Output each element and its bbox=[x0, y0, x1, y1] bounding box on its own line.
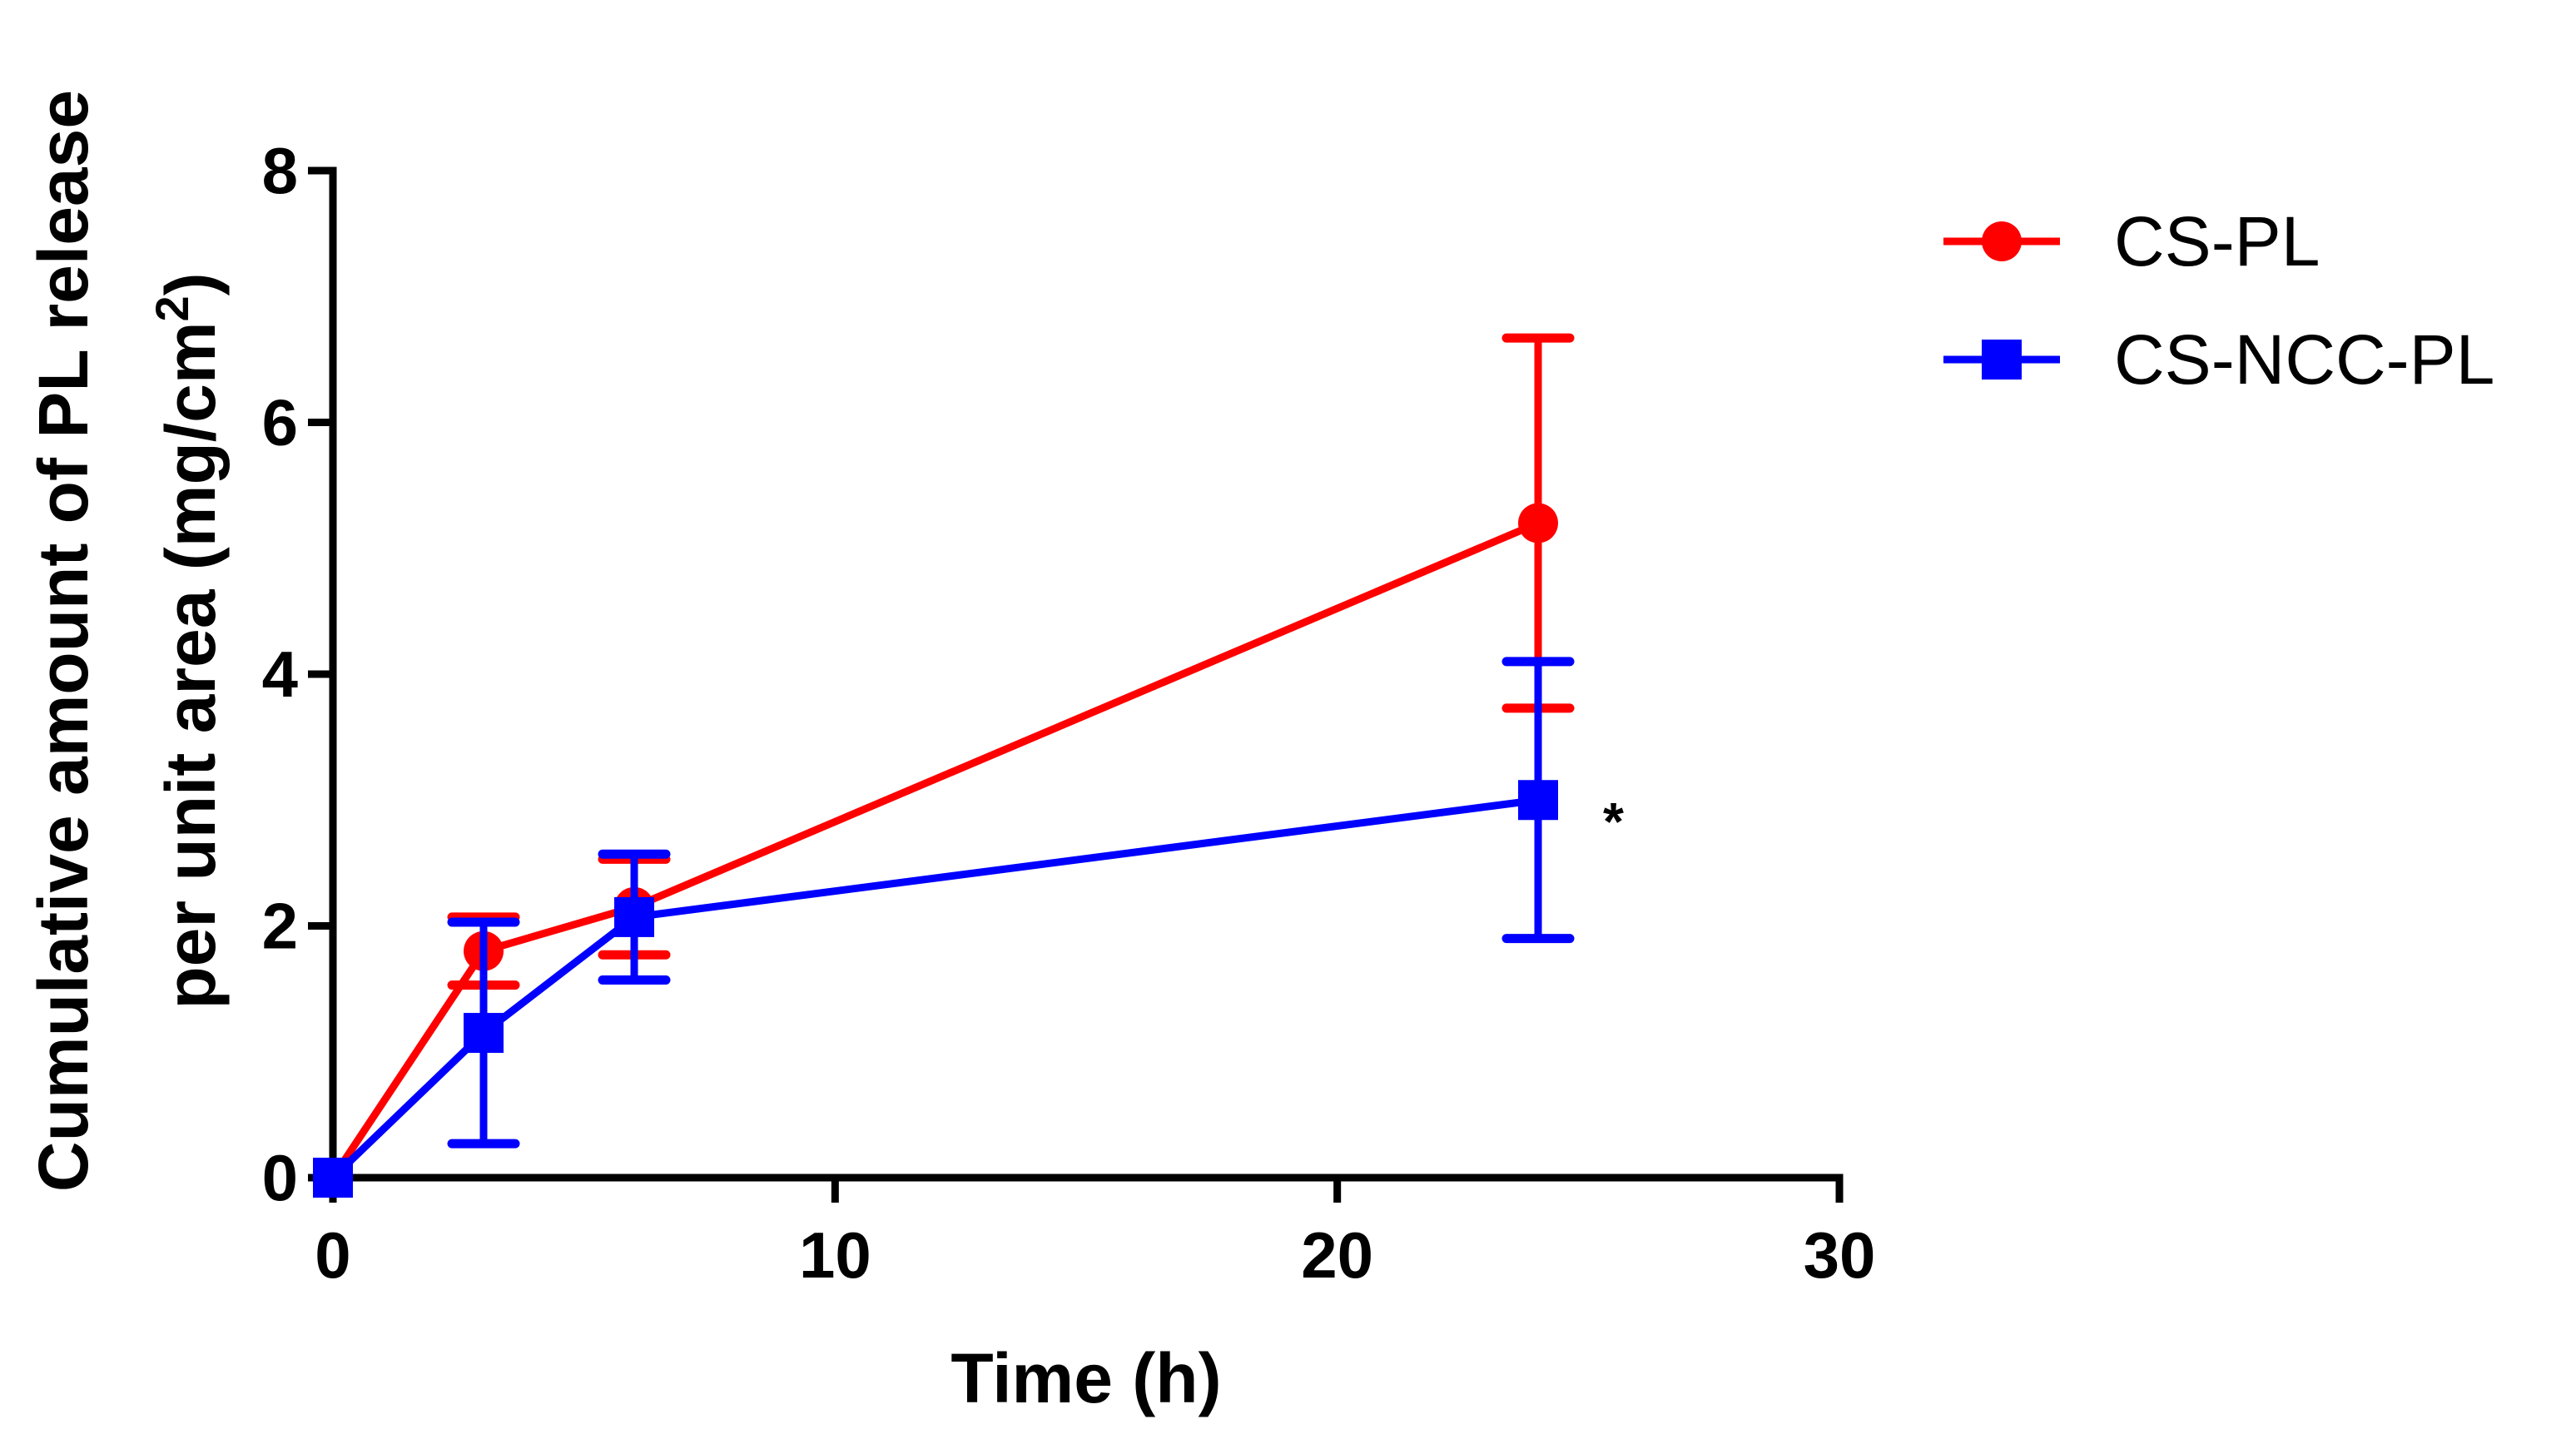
legend-marker bbox=[1982, 221, 2022, 261]
series-cs-ncc-pl bbox=[313, 657, 1575, 1198]
annotations: * bbox=[1603, 791, 1624, 851]
data-point bbox=[1518, 503, 1558, 543]
data-point bbox=[464, 1013, 504, 1054]
y-axis-ticks: 0 2 4 6 8 bbox=[262, 134, 333, 1214]
series-cs-pl bbox=[313, 333, 1575, 1198]
axes: 0 2 4 6 8 0 10 20 30 bbox=[262, 134, 1876, 1292]
y-tick-label: 4 bbox=[262, 638, 298, 711]
y-tick-label: 0 bbox=[262, 1141, 298, 1214]
x-axis-ticks: 0 10 20 30 bbox=[315, 1178, 1875, 1292]
legend: CS-PL CS-NCC-PL bbox=[1943, 202, 2494, 399]
legend-item: CS-PL bbox=[1943, 202, 2320, 280]
y-axis-title-superscript: 2 bbox=[146, 295, 198, 321]
y-tick-label: 2 bbox=[262, 890, 298, 963]
x-tick-label: 10 bbox=[799, 1218, 871, 1292]
y-tick-label: 6 bbox=[262, 386, 298, 459]
y-axis-title-line-1: Cumulative amount of PL release bbox=[24, 90, 102, 1192]
significance-marker: * bbox=[1603, 791, 1624, 851]
legend-item: CS-NCC-PL bbox=[1943, 320, 2494, 399]
y-axis-title: Cumulative amount of PL release per unit… bbox=[24, 90, 230, 1192]
y-tick-label: 8 bbox=[262, 134, 298, 207]
y-axis-title-close-paren: ) bbox=[151, 272, 230, 295]
data-point bbox=[1518, 780, 1558, 821]
x-tick-label: 20 bbox=[1301, 1218, 1373, 1292]
y-axis-title-line-2: per unit area (mg/cm2) bbox=[146, 272, 230, 1009]
series-layer bbox=[313, 333, 1575, 1198]
legend-label: CS-NCC-PL bbox=[2114, 320, 2494, 399]
x-axis-title: Time (h) bbox=[950, 1339, 1221, 1417]
x-tick-label: 0 bbox=[315, 1218, 350, 1292]
data-point bbox=[614, 896, 654, 937]
x-tick-label: 30 bbox=[1804, 1218, 1876, 1292]
legend-label: CS-PL bbox=[2114, 202, 2320, 280]
y-axis-title-unit: per unit area (mg/cm bbox=[151, 321, 230, 1009]
data-point bbox=[313, 1158, 353, 1198]
legend-marker bbox=[1982, 340, 2022, 380]
series-line bbox=[330, 519, 1540, 1180]
series-line bbox=[330, 796, 1539, 1181]
